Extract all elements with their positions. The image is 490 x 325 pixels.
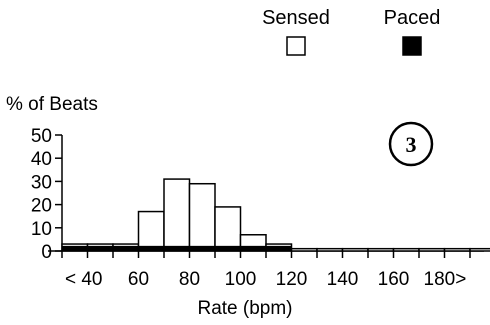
- x-tick-label: 140: [327, 269, 359, 290]
- x-axis-label: Rate (bpm): [197, 298, 292, 319]
- x-tick-label: 60: [128, 269, 149, 290]
- bar-paced: [61, 245, 88, 252]
- x-tick-label: 180>: [424, 269, 467, 290]
- x-tick-label: 120: [276, 269, 308, 290]
- y-tick-label: 0: [41, 242, 52, 263]
- legend-label-paced: Paced: [384, 7, 441, 29]
- bar-paced: [87, 245, 114, 252]
- y-axis-label: % of Beats: [6, 94, 98, 115]
- bar-paced: [214, 245, 241, 252]
- annotation-badge: 3: [388, 121, 434, 167]
- bar-sensed: [341, 247, 369, 252]
- legend-swatch-paced: [402, 36, 422, 56]
- bar-sensed: [290, 247, 318, 252]
- bar-sensed: [367, 247, 395, 252]
- y-tick-label: 20: [31, 196, 52, 217]
- y-tick-label: 10: [31, 219, 52, 240]
- bar-paced: [112, 245, 139, 252]
- bar-sensed: [188, 182, 216, 252]
- bar-paced: [163, 245, 190, 252]
- bar-paced: [189, 245, 216, 252]
- bar-paced: [240, 245, 267, 252]
- x-tick-label: 160: [378, 269, 410, 290]
- x-ticks: < 40 60 80 100 120 140 160 180>: [61, 251, 471, 290]
- bars: [61, 178, 490, 252]
- bar-sensed: [214, 206, 242, 252]
- annotation-text: 3: [406, 132, 417, 157]
- bar-sensed: [137, 210, 165, 252]
- x-tick-label: < 40: [65, 269, 103, 290]
- legend: Sensed Paced: [262, 7, 441, 56]
- bar-sensed: [443, 247, 471, 252]
- legend-swatch-sensed: [286, 36, 306, 56]
- bar-sensed: [163, 178, 191, 252]
- y-tick-label: 40: [31, 149, 52, 170]
- bar-paced: [138, 245, 165, 252]
- y-tick-label: 50: [31, 126, 52, 147]
- legend-label-sensed: Sensed: [262, 7, 330, 29]
- x-tick-label: 80: [179, 269, 200, 290]
- bar-sensed: [392, 247, 420, 252]
- bar-sensed: [316, 247, 344, 252]
- annotation-circle: [388, 121, 434, 167]
- bar-paced: [265, 245, 292, 252]
- bar-sensed: [469, 247, 490, 252]
- x-tick-label: 100: [225, 269, 257, 290]
- bar-sensed: [418, 247, 446, 252]
- y-tick-label: 30: [31, 172, 52, 193]
